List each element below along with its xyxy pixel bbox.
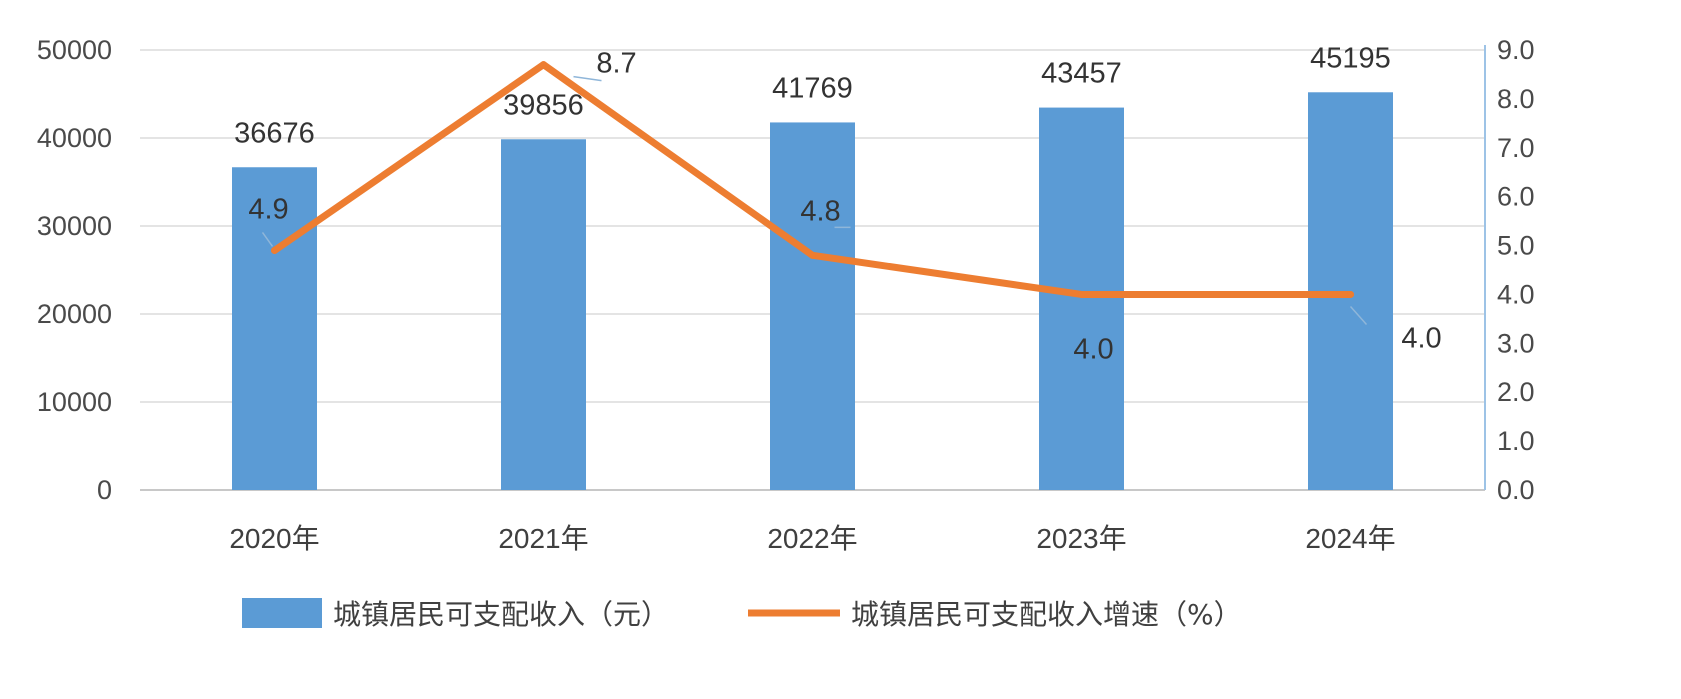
line-point: [540, 61, 547, 69]
y-right-tick-label: 0.0: [1497, 475, 1535, 505]
line-point: [809, 251, 816, 259]
y-right-tick-label: 1.0: [1497, 426, 1535, 456]
leader-line: [1349, 305, 1368, 325]
y-right-tick-label: 9.0: [1497, 35, 1535, 65]
y-right-tick-label: 7.0: [1497, 133, 1535, 163]
bar-data-label: 36676: [234, 117, 315, 149]
y-right-tick-label: 5.0: [1497, 231, 1535, 261]
bar: [232, 167, 317, 490]
y-left-tick-label: 30000: [37, 211, 112, 241]
bar: [501, 139, 586, 490]
line-data-label: 4.0: [1073, 333, 1113, 365]
line-point: [1078, 290, 1085, 298]
y-right-tick-label: 6.0: [1497, 182, 1535, 212]
bar-data-label: 43457: [1041, 58, 1122, 90]
bar-data-label: 39856: [503, 89, 584, 121]
y-left-tick-label: 0: [97, 475, 112, 505]
x-category-label: 2020年: [229, 523, 319, 554]
leader-line: [261, 232, 274, 247]
legend-swatch-bar: [242, 598, 322, 628]
line-layer: [271, 61, 1354, 298]
y-left-tick-label: 10000: [37, 387, 112, 417]
line-data-label: 4.8: [800, 195, 840, 227]
leader-line: [573, 75, 602, 82]
x-category-label: 2024年: [1305, 523, 1395, 554]
y-right-tick-label: 2.0: [1497, 377, 1535, 407]
line-data-label: 4.0: [1401, 322, 1441, 354]
bar-data-label: 45195: [1310, 42, 1391, 74]
bar-data-label: 41769: [772, 72, 853, 104]
bar: [770, 122, 855, 490]
bar-layer: [232, 92, 1393, 490]
label-layer: 36676 39856 41769 43457 45195 4.9 8.7 4.8 4.0 4.0: [234, 42, 1441, 365]
line-point: [1347, 290, 1354, 298]
legend-label-line: 城镇居民可支配收入增速（%）: [851, 598, 1242, 631]
legend-label-bar: 城镇居民可支配收入（元）: [333, 598, 669, 631]
y-right-tick-label: 4.0: [1497, 279, 1535, 309]
line-data-label: 8.7: [596, 48, 636, 80]
x-category-label: 2022年: [767, 523, 857, 554]
x-category-label: 2023年: [1036, 523, 1126, 554]
y-right-tick-label: 8.0: [1497, 84, 1535, 114]
y-left-tick-label: 50000: [37, 35, 112, 65]
y-left-tick-label: 20000: [37, 299, 112, 329]
legend-layer: 城镇居民可支配收入（元） 城镇居民可支配收入增速（%）: [242, 598, 1242, 631]
y-left-tick-label: 40000: [37, 123, 112, 153]
line-point: [271, 246, 278, 254]
y-right-tick-label: 3.0: [1497, 328, 1535, 358]
bar: [1039, 107, 1124, 490]
x-category-label: 2021年: [498, 523, 588, 554]
line-data-label: 4.9: [248, 193, 288, 225]
